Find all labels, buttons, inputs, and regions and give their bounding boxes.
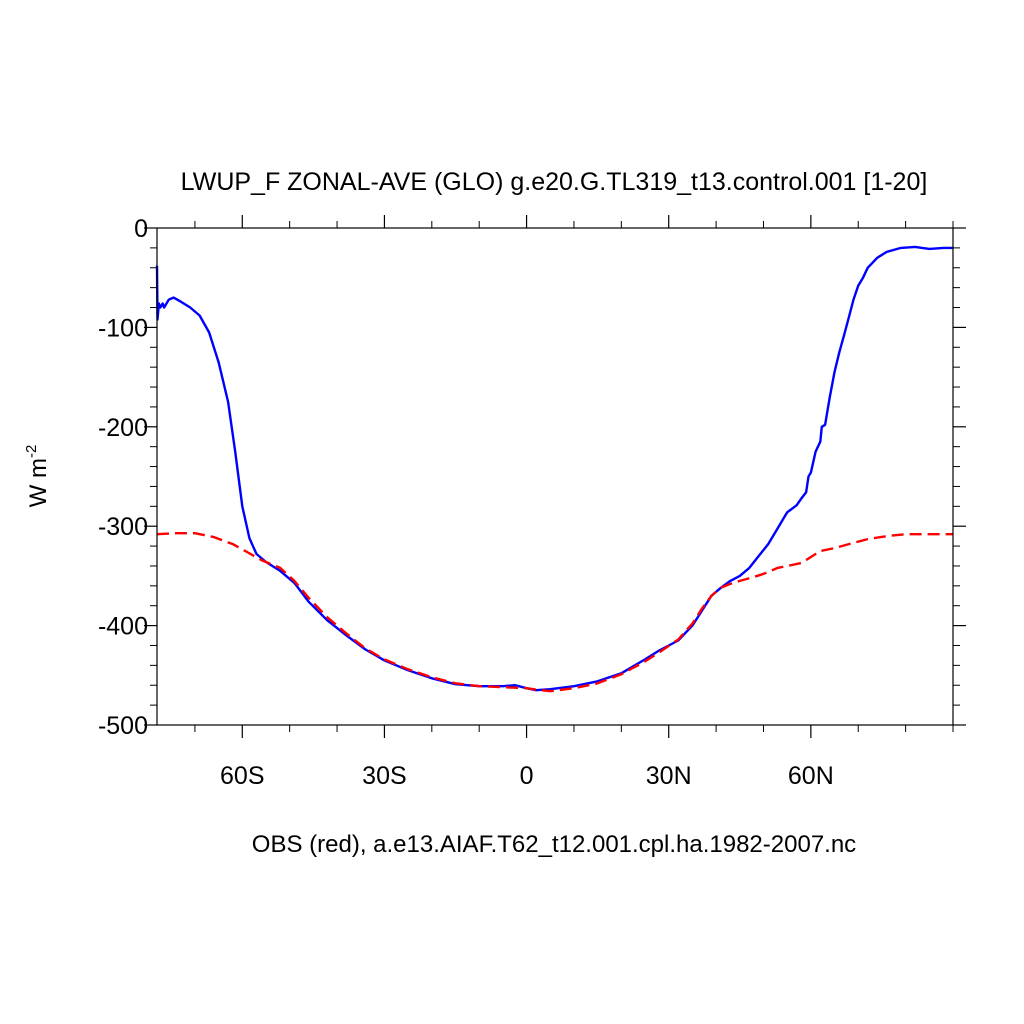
y-tick-label: -300 <box>98 513 148 541</box>
y-tick-label: 0 <box>134 215 148 243</box>
plot-area: 0 -100 -200 -300 -400 -500 60S 30S 0 30N 60N <box>98 215 966 790</box>
x-tick-label: 60N <box>788 762 834 790</box>
y-axis-label: W m-2 <box>23 445 52 508</box>
x-tick-label: 0 <box>520 762 534 790</box>
x-tick-label: 30N <box>646 762 692 790</box>
x-axis-label: OBS (red), a.e13.AIAF.T62_t12.001.cpl.ha… <box>252 831 856 858</box>
plot-frame <box>156 227 954 726</box>
y-tick-label: -100 <box>98 314 148 342</box>
y-tick-label: -200 <box>98 414 148 442</box>
series-line-1 <box>155 245 953 692</box>
chart-title: LWUP_F ZONAL-AVE (GLO) g.e20.G.TL319_t13… <box>181 168 928 196</box>
x-tick-label: 30S <box>362 762 406 790</box>
y-axis-label-base: W m <box>25 458 52 507</box>
y-tick-label: -500 <box>98 712 148 740</box>
y-axis-label-exponent: -2 <box>23 445 40 458</box>
series-line-2 <box>156 532 953 693</box>
y-tick-label: -400 <box>98 613 148 641</box>
x-tick-label: 60S <box>220 762 264 790</box>
